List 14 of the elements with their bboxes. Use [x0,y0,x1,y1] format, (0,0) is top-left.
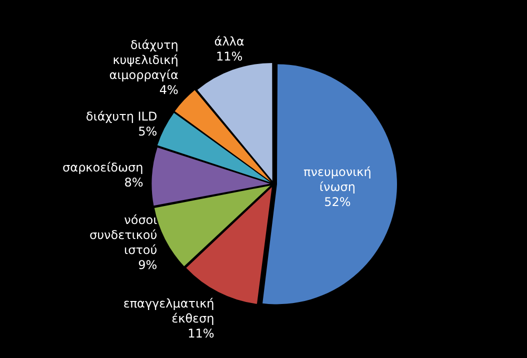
data-label: 5% [138,124,158,138]
data-label: 4% [159,82,178,97]
data-label: 11% [188,326,214,340]
slice-label: επαγγελματική έκθεση [123,296,214,326]
slice-label: πνευμονική ίνωση [304,165,372,194]
slice-label: νόσοι συνδετικού ιστού [89,212,158,257]
data-label: 9% [138,258,158,272]
slice-label: σαρκοείδωση [62,160,144,174]
data-label: 11% [216,49,243,64]
slice-label: διάχυτη κυψελιδική αιμορραγία [109,38,178,82]
slice-label: διάχυτη ILD [86,109,158,124]
data-label: 8% [124,175,144,190]
slice-label: άλλα [214,34,244,48]
data-label: 52% [324,195,351,210]
